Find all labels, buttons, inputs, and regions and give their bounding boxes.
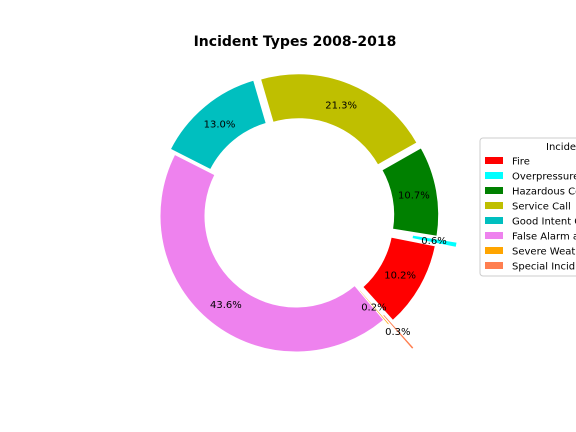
- legend-swatch-severe-weat: [485, 247, 503, 254]
- legend-swatch-good-intent-c: [485, 217, 503, 224]
- pie-slice-fire: [362, 236, 436, 322]
- legend-swatch-service-call: [485, 202, 503, 209]
- slice-percent-label: 43.6%: [210, 300, 242, 311]
- pie-slices: [159, 73, 458, 353]
- slice-percent-label: 13.0%: [204, 119, 236, 130]
- pie-slice-overpressure: [411, 234, 458, 248]
- legend-label-false-alarm-a: False Alarm a: [512, 232, 576, 243]
- legend-label-severe-weat: Severe Weat: [512, 247, 575, 258]
- pie-slice-special-incid: [381, 313, 415, 351]
- legend-title: Incide: [546, 142, 576, 153]
- legend-swatch-hazardous-co: [485, 187, 503, 194]
- legend-swatch-overpressure: [485, 172, 503, 179]
- slice-percent-label: 21.3%: [325, 101, 357, 112]
- legend: Incide Fire Overpressure Hazardous Co Servi…: [479, 137, 576, 277]
- slice-percent-label: 0.2%: [361, 303, 386, 314]
- slice-percent-label: 10.7%: [398, 190, 430, 201]
- legend-label-fire: Fire: [512, 157, 530, 168]
- pie-slice-good-intent-c: [169, 79, 267, 171]
- pie-slice-false-alarm-a: [159, 153, 385, 353]
- legend-label-overpressure: Overpressure: [512, 172, 576, 183]
- legend-box: [479, 137, 576, 277]
- pie-slice-severe-weat: [358, 289, 391, 326]
- chart-title: Incident Types 2008-2018: [194, 34, 397, 50]
- slice-percent-label: 0.6%: [421, 236, 446, 247]
- legend-label-good-intent-c: Good Intent C: [512, 217, 576, 228]
- legend-label-hazardous-co: Hazardous Co: [512, 187, 576, 198]
- pie-slice-hazardous-co: [381, 147, 440, 237]
- legend-swatch-special-incid: [485, 262, 503, 269]
- legend-swatch-fire: [485, 157, 503, 164]
- legend-label-special-incid: Special Incid: [512, 262, 575, 273]
- legend-items: Fire Overpressure Hazardous Co Service Call…: [485, 157, 576, 273]
- slice-percent-label: 10.2%: [384, 271, 416, 282]
- pie-slice-service-call: [259, 73, 418, 166]
- legend-swatch-false-alarm-a: [485, 232, 503, 239]
- slice-percent-label: 0.3%: [385, 327, 410, 338]
- slice-percent-labels: 10.2% 0.6% 10.7% 21.3% 13.0% 43.6% 0.2% 0.3%: [204, 101, 447, 338]
- legend-label-service-call: Service Call: [512, 202, 571, 213]
